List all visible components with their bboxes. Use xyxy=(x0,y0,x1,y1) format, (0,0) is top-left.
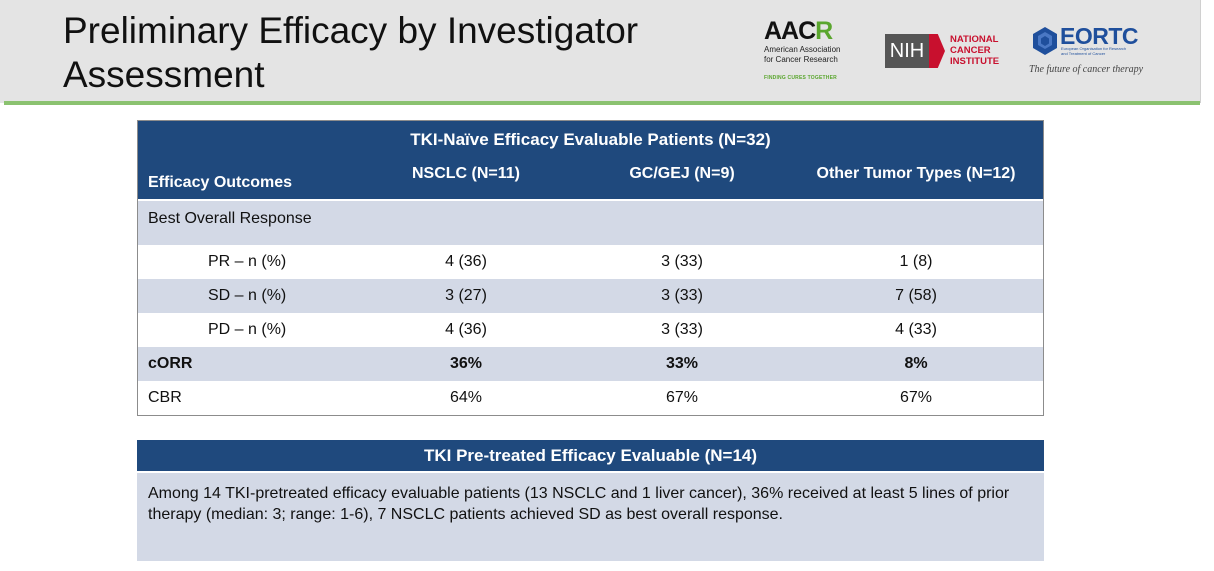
cell-gc-gej: 67% xyxy=(665,389,699,406)
table-row: PR – n (%) 4 (36) 3 (33) 1 (8) xyxy=(138,245,1043,279)
column-header-outcomes: Efficacy Outcomes xyxy=(148,174,293,191)
nih-arrow-icon xyxy=(929,34,945,68)
aacr-subtitle: American Association for Cancer Research xyxy=(764,45,874,65)
nih-nci-logo: NIH NATIONAL CANCER INSTITUTE xyxy=(885,34,1010,70)
cell-gc-gej: 33% xyxy=(665,355,699,372)
nci-line-1: NATIONAL xyxy=(950,34,999,45)
cell-nsclc: 64% xyxy=(449,389,483,406)
table-row: CBR 64% 67% 67% xyxy=(138,381,1043,415)
table-row: PD – n (%) 4 (36) 3 (33) 4 (33) xyxy=(138,313,1043,347)
row-label: SD – n (%) xyxy=(208,287,287,304)
cell-gc-gej: 3 (33) xyxy=(661,321,703,338)
cell-other: 67% xyxy=(899,389,933,406)
row-label: PR – n (%) xyxy=(208,253,287,270)
pretreated-box: TKI Pre-treated Efficacy Evaluable (N=14… xyxy=(137,440,1044,561)
cell-gc-gej: 3 (33) xyxy=(661,253,703,270)
header-divider xyxy=(4,101,1200,105)
cell-nsclc: 3 (27) xyxy=(445,287,487,304)
eortc-fullname-1: European Organisation for Research xyxy=(1061,46,1127,51)
nih-mark: NIH xyxy=(885,34,929,68)
efficacy-table: TKI-Naïve Efficacy Evaluable Patients (N… xyxy=(137,120,1044,416)
row-label: cORR xyxy=(148,355,193,372)
aacr-subtitle-2: for Cancer Research xyxy=(764,55,838,64)
column-header-other: Other Tumor Types (N=12) xyxy=(816,165,1016,182)
column-header-gc-gej: GC/GEJ (N=9) xyxy=(629,165,735,182)
table-caption: TKI-Naïve Efficacy Evaluable Patients (N… xyxy=(410,130,771,149)
cell-nsclc: 4 (36) xyxy=(445,321,487,338)
cell-other: 1 (8) xyxy=(899,253,933,270)
table-row: SD – n (%) 3 (27) 3 (33) 7 (58) xyxy=(138,279,1043,313)
cell-gc-gej: 3 (33) xyxy=(661,287,703,304)
table-row: cORR 36% 33% 8% xyxy=(138,347,1043,381)
aacr-logo: AACR American Association for Cancer Res… xyxy=(764,18,874,88)
aacr-subtitle-1: American Association xyxy=(764,45,841,54)
eortc-tagline: The future of cancer therapy xyxy=(1029,64,1144,75)
eortc-emblem-icon xyxy=(1033,27,1057,55)
eortc-wordmark: EORTC xyxy=(1060,23,1139,49)
slide-header: Preliminary Efficacy by Investigator Ass… xyxy=(0,0,1201,103)
aacr-wordmark: AACR xyxy=(764,18,874,44)
aacr-tagline: FINDING CURES TOGETHER xyxy=(764,75,837,81)
cell-other: 4 (33) xyxy=(895,321,937,338)
aacr-word-b: R xyxy=(815,17,833,45)
row-label: CBR xyxy=(148,389,182,406)
section-label: Best Overall Response xyxy=(148,210,312,227)
nci-name: NATIONAL CANCER INSTITUTE xyxy=(950,34,999,67)
table-header: TKI-Naïve Efficacy Evaluable Patients (N… xyxy=(138,121,1043,201)
eortc-fullname: European Organisation for Research and T… xyxy=(1061,46,1141,56)
table-section-row: Best Overall Response xyxy=(138,201,1043,245)
cell-nsclc: 36% xyxy=(449,355,483,372)
eortc-logo: EORTC European Organisation for Research… xyxy=(1028,22,1148,82)
eortc-fullname-2: and Treatment of Cancer xyxy=(1061,51,1106,56)
nci-line-2: CANCER xyxy=(950,45,991,56)
cell-nsclc: 4 (36) xyxy=(445,253,487,270)
pretreated-title: TKI Pre-treated Efficacy Evaluable (N=14… xyxy=(137,440,1044,473)
column-header-nsclc: NSCLC (N=11) xyxy=(411,165,521,182)
slide-title: Preliminary Efficacy by Investigator Ass… xyxy=(63,10,639,95)
nci-line-3: INSTITUTE xyxy=(950,56,1000,67)
cell-other: 7 (58) xyxy=(895,287,937,304)
pretreated-body: Among 14 TKI-pretreated efficacy evaluab… xyxy=(137,473,1044,561)
cell-other: 8% xyxy=(904,355,928,372)
aacr-word-a: AAC xyxy=(764,17,816,45)
row-label: PD – n (%) xyxy=(208,321,287,338)
